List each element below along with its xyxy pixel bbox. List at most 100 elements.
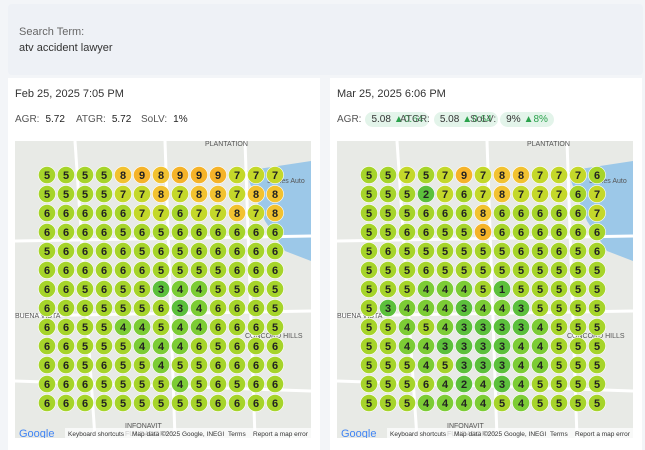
- rank-marker: [398, 242, 416, 260]
- rank-value: 5: [272, 284, 278, 296]
- rank-value: 4: [120, 322, 127, 334]
- rank-value: 5: [158, 379, 164, 391]
- rank-marker: [455, 394, 473, 412]
- metric-value: 5.08: [439, 114, 460, 125]
- rank-marker: [152, 242, 170, 260]
- rank-marker: [95, 299, 113, 317]
- rank-marker: [436, 318, 454, 336]
- rank-value: 5: [594, 303, 600, 315]
- rank-value: 6: [82, 398, 88, 410]
- rank-marker: [209, 261, 227, 279]
- rank-marker: [569, 356, 587, 374]
- map-footer[interactable]: Keyboard shortcuts: [68, 431, 125, 438]
- rank-value: 4: [404, 303, 411, 315]
- rank-marker: [76, 166, 94, 184]
- rank-value: 6: [575, 189, 581, 201]
- rank-marker: [360, 375, 378, 393]
- rank-marker: [512, 204, 530, 222]
- rank-value: 5: [594, 398, 600, 410]
- rank-marker: [493, 280, 511, 298]
- rank-marker: [436, 242, 454, 260]
- rank-value: 6: [63, 360, 69, 372]
- rank-marker: [550, 280, 568, 298]
- rank-value: 6: [253, 322, 259, 334]
- rank-marker: [57, 261, 75, 279]
- rank-marker: [512, 280, 530, 298]
- rank-marker: [266, 394, 284, 412]
- rank-marker: [569, 261, 587, 279]
- rank-marker: [474, 394, 492, 412]
- rank-marker: [493, 242, 511, 260]
- rank-value: 4: [537, 341, 544, 353]
- rank-value: 4: [442, 303, 449, 315]
- rank-marker: [171, 261, 189, 279]
- rank-marker: [76, 204, 94, 222]
- rank-value: 3: [461, 341, 467, 353]
- rank-value: 4: [177, 379, 184, 391]
- rank-marker: [474, 375, 492, 393]
- rank-value: 4: [461, 398, 468, 410]
- rank-marker: [133, 223, 151, 241]
- rank-marker: [228, 356, 246, 374]
- rank-marker: [247, 223, 265, 241]
- metric-value: 5.08: [371, 114, 391, 125]
- map-footer[interactable]: Map data ©2025 Google, INEGI: [132, 430, 224, 438]
- rank-marker: [133, 185, 151, 203]
- map-footer[interactable]: Report a map error: [253, 431, 309, 438]
- rank-marker: [266, 337, 284, 355]
- map-footer[interactable]: Report a map error: [575, 431, 631, 438]
- rank-marker: [455, 299, 473, 317]
- rank-marker: [493, 299, 511, 317]
- rank-marker: [247, 261, 265, 279]
- rank-marker: [379, 299, 397, 317]
- rank-value: 5: [101, 398, 107, 410]
- rank-value: 6: [101, 284, 107, 296]
- rank-value: 9: [196, 170, 202, 182]
- rank-marker: [493, 185, 511, 203]
- rank-value: 6: [44, 360, 50, 372]
- rank-value: 5: [442, 246, 448, 258]
- rank-value: 4: [139, 322, 146, 334]
- rank-value: 5: [82, 284, 88, 296]
- map-footer[interactable]: Terms: [550, 431, 568, 438]
- rank-marker: [190, 242, 208, 260]
- rank-marker: [228, 375, 246, 393]
- rank-marker: [171, 280, 189, 298]
- metric: SoLV: 9% ▲8%: [470, 112, 554, 127]
- map-footer[interactable]: Terms: [228, 431, 246, 438]
- rank-value: 5: [82, 170, 88, 182]
- rank-marker: [398, 204, 416, 222]
- rank-marker: [57, 185, 75, 203]
- map-footer[interactable]: Keyboard shortcuts: [390, 431, 447, 438]
- rank-marker: [133, 394, 151, 412]
- rank-marker: [360, 280, 378, 298]
- rank-marker: [360, 166, 378, 184]
- rank-marker: [531, 356, 549, 374]
- rank-value: 8: [120, 170, 126, 182]
- rank-value: 6: [44, 227, 50, 239]
- rank-marker: [133, 318, 151, 336]
- metric-badge: 9% ▲8%: [500, 112, 554, 127]
- rank-value: 5: [385, 379, 391, 391]
- panel: Mar 25, 2025 6:06 PM AGR: 5.08 ▲0.64 ATGR: 5.…: [330, 78, 642, 450]
- rank-value: 5: [158, 322, 164, 334]
- rank-value: 4: [461, 284, 468, 296]
- rank-value: 5: [499, 265, 505, 277]
- rank-marker: [171, 299, 189, 317]
- rank-marker: [114, 204, 132, 222]
- rank-marker: [38, 223, 56, 241]
- rank-value: 8: [518, 170, 524, 182]
- rank-marker: [398, 223, 416, 241]
- rank-marker: [569, 242, 587, 260]
- map-footer[interactable]: Map data ©2025 Google, INEGI: [454, 430, 546, 438]
- rank-marker: [379, 375, 397, 393]
- metric-badge: 5.08 ▲0.64: [433, 112, 498, 127]
- rank-value: 4: [537, 322, 544, 334]
- rank-value: 6: [499, 208, 505, 220]
- rank-value: 5: [556, 284, 562, 296]
- rank-value: 6: [234, 246, 240, 258]
- rank-value: 6: [215, 322, 221, 334]
- rank-marker: [171, 166, 189, 184]
- rank-value: 6: [120, 208, 126, 220]
- rank-value: 6: [101, 265, 107, 277]
